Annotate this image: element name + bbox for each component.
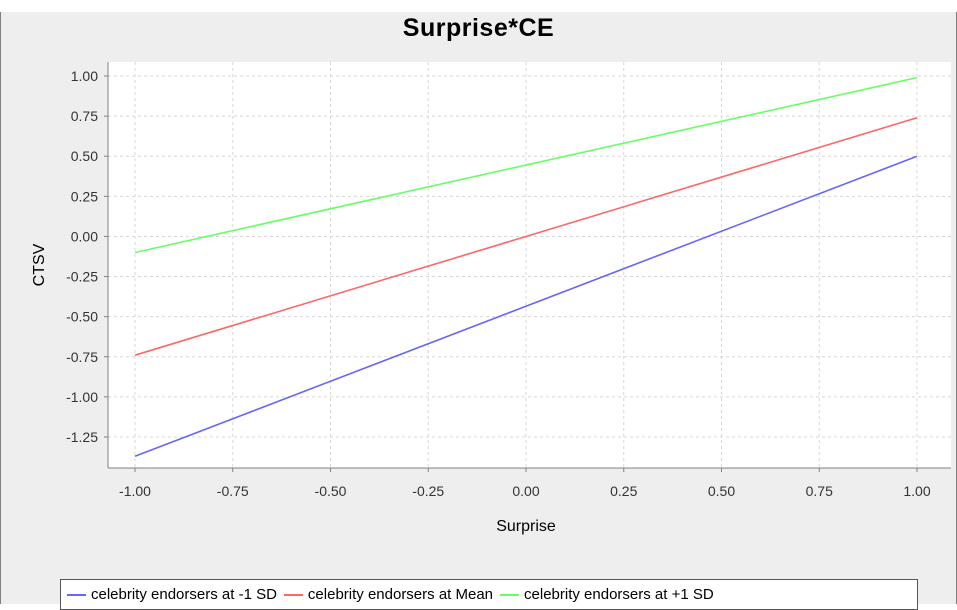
y-tick-label: -0.75 — [66, 349, 98, 365]
x-tick-label: 0.75 — [806, 483, 833, 499]
y-tick-label: -0.50 — [66, 309, 98, 325]
y-tick-label: 0.50 — [71, 148, 98, 164]
legend-label: celebrity endorsers at Mean — [307, 586, 494, 603]
x-tick-label: -0.50 — [315, 483, 347, 499]
y-tick-label: -0.25 — [66, 269, 98, 285]
series-line-2 — [134, 116, 918, 356]
plot-area — [108, 62, 951, 468]
legend-label: celebrity endorsers at -1 SD — [91, 586, 277, 603]
chart-title: Surprise*CE — [402, 14, 555, 42]
x-axis-label: Surprise — [496, 518, 556, 535]
x-tick-label: 0.00 — [512, 483, 539, 499]
x-tick-label: 0.50 — [708, 483, 735, 499]
x-tick-label: -0.25 — [412, 483, 444, 499]
legend-swatch — [283, 593, 303, 596]
x-tick-label: -1.00 — [119, 483, 151, 499]
legend-label: celebrity endorsers at +1 SD — [524, 586, 714, 603]
y-tick-label: 1.00 — [71, 68, 98, 84]
y-axis-label: CTSV — [31, 243, 48, 286]
legend-swatch — [500, 593, 520, 596]
y-tick-label: 0.00 — [71, 228, 98, 244]
x-tick-label: 1.00 — [903, 483, 930, 499]
x-tick-label: 0.25 — [610, 483, 637, 499]
legend-item-2: celebrity endorsers at Mean — [283, 586, 494, 603]
legend-item-1: celebrity endorsers at -1 SD — [67, 586, 277, 603]
x-tick-label: -0.75 — [217, 483, 249, 499]
legend-swatch — [67, 593, 86, 596]
legend-item-3: celebrity endorsers at +1 SD — [500, 586, 714, 603]
y-tick-label: 0.75 — [71, 108, 98, 124]
y-tick-label: -1.00 — [66, 389, 98, 405]
chart-legend: celebrity endorsers at -1 SD celebrity en… — [60, 579, 918, 610]
series-line-1 — [134, 155, 918, 458]
y-tick-label: -1.25 — [66, 429, 98, 445]
series-line-3 — [134, 76, 918, 254]
y-tick-label: 0.25 — [71, 188, 98, 204]
